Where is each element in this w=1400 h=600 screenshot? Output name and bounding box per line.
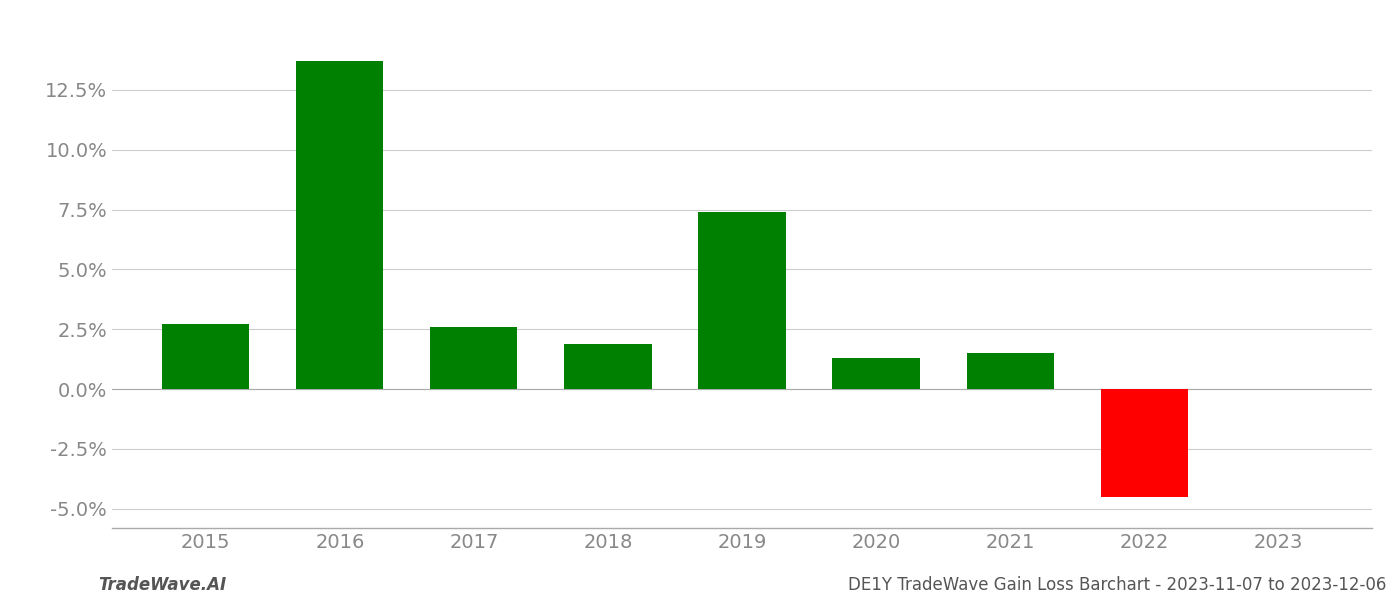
- Bar: [699, 212, 785, 389]
- Bar: [297, 61, 384, 389]
- Bar: [833, 358, 920, 389]
- Bar: [430, 327, 518, 389]
- Bar: [1100, 389, 1187, 497]
- Text: TradeWave.AI: TradeWave.AI: [98, 576, 227, 594]
- Bar: [966, 353, 1054, 389]
- Bar: [162, 325, 249, 389]
- Bar: [564, 344, 651, 389]
- Text: DE1Y TradeWave Gain Loss Barchart - 2023-11-07 to 2023-12-06: DE1Y TradeWave Gain Loss Barchart - 2023…: [847, 576, 1386, 594]
